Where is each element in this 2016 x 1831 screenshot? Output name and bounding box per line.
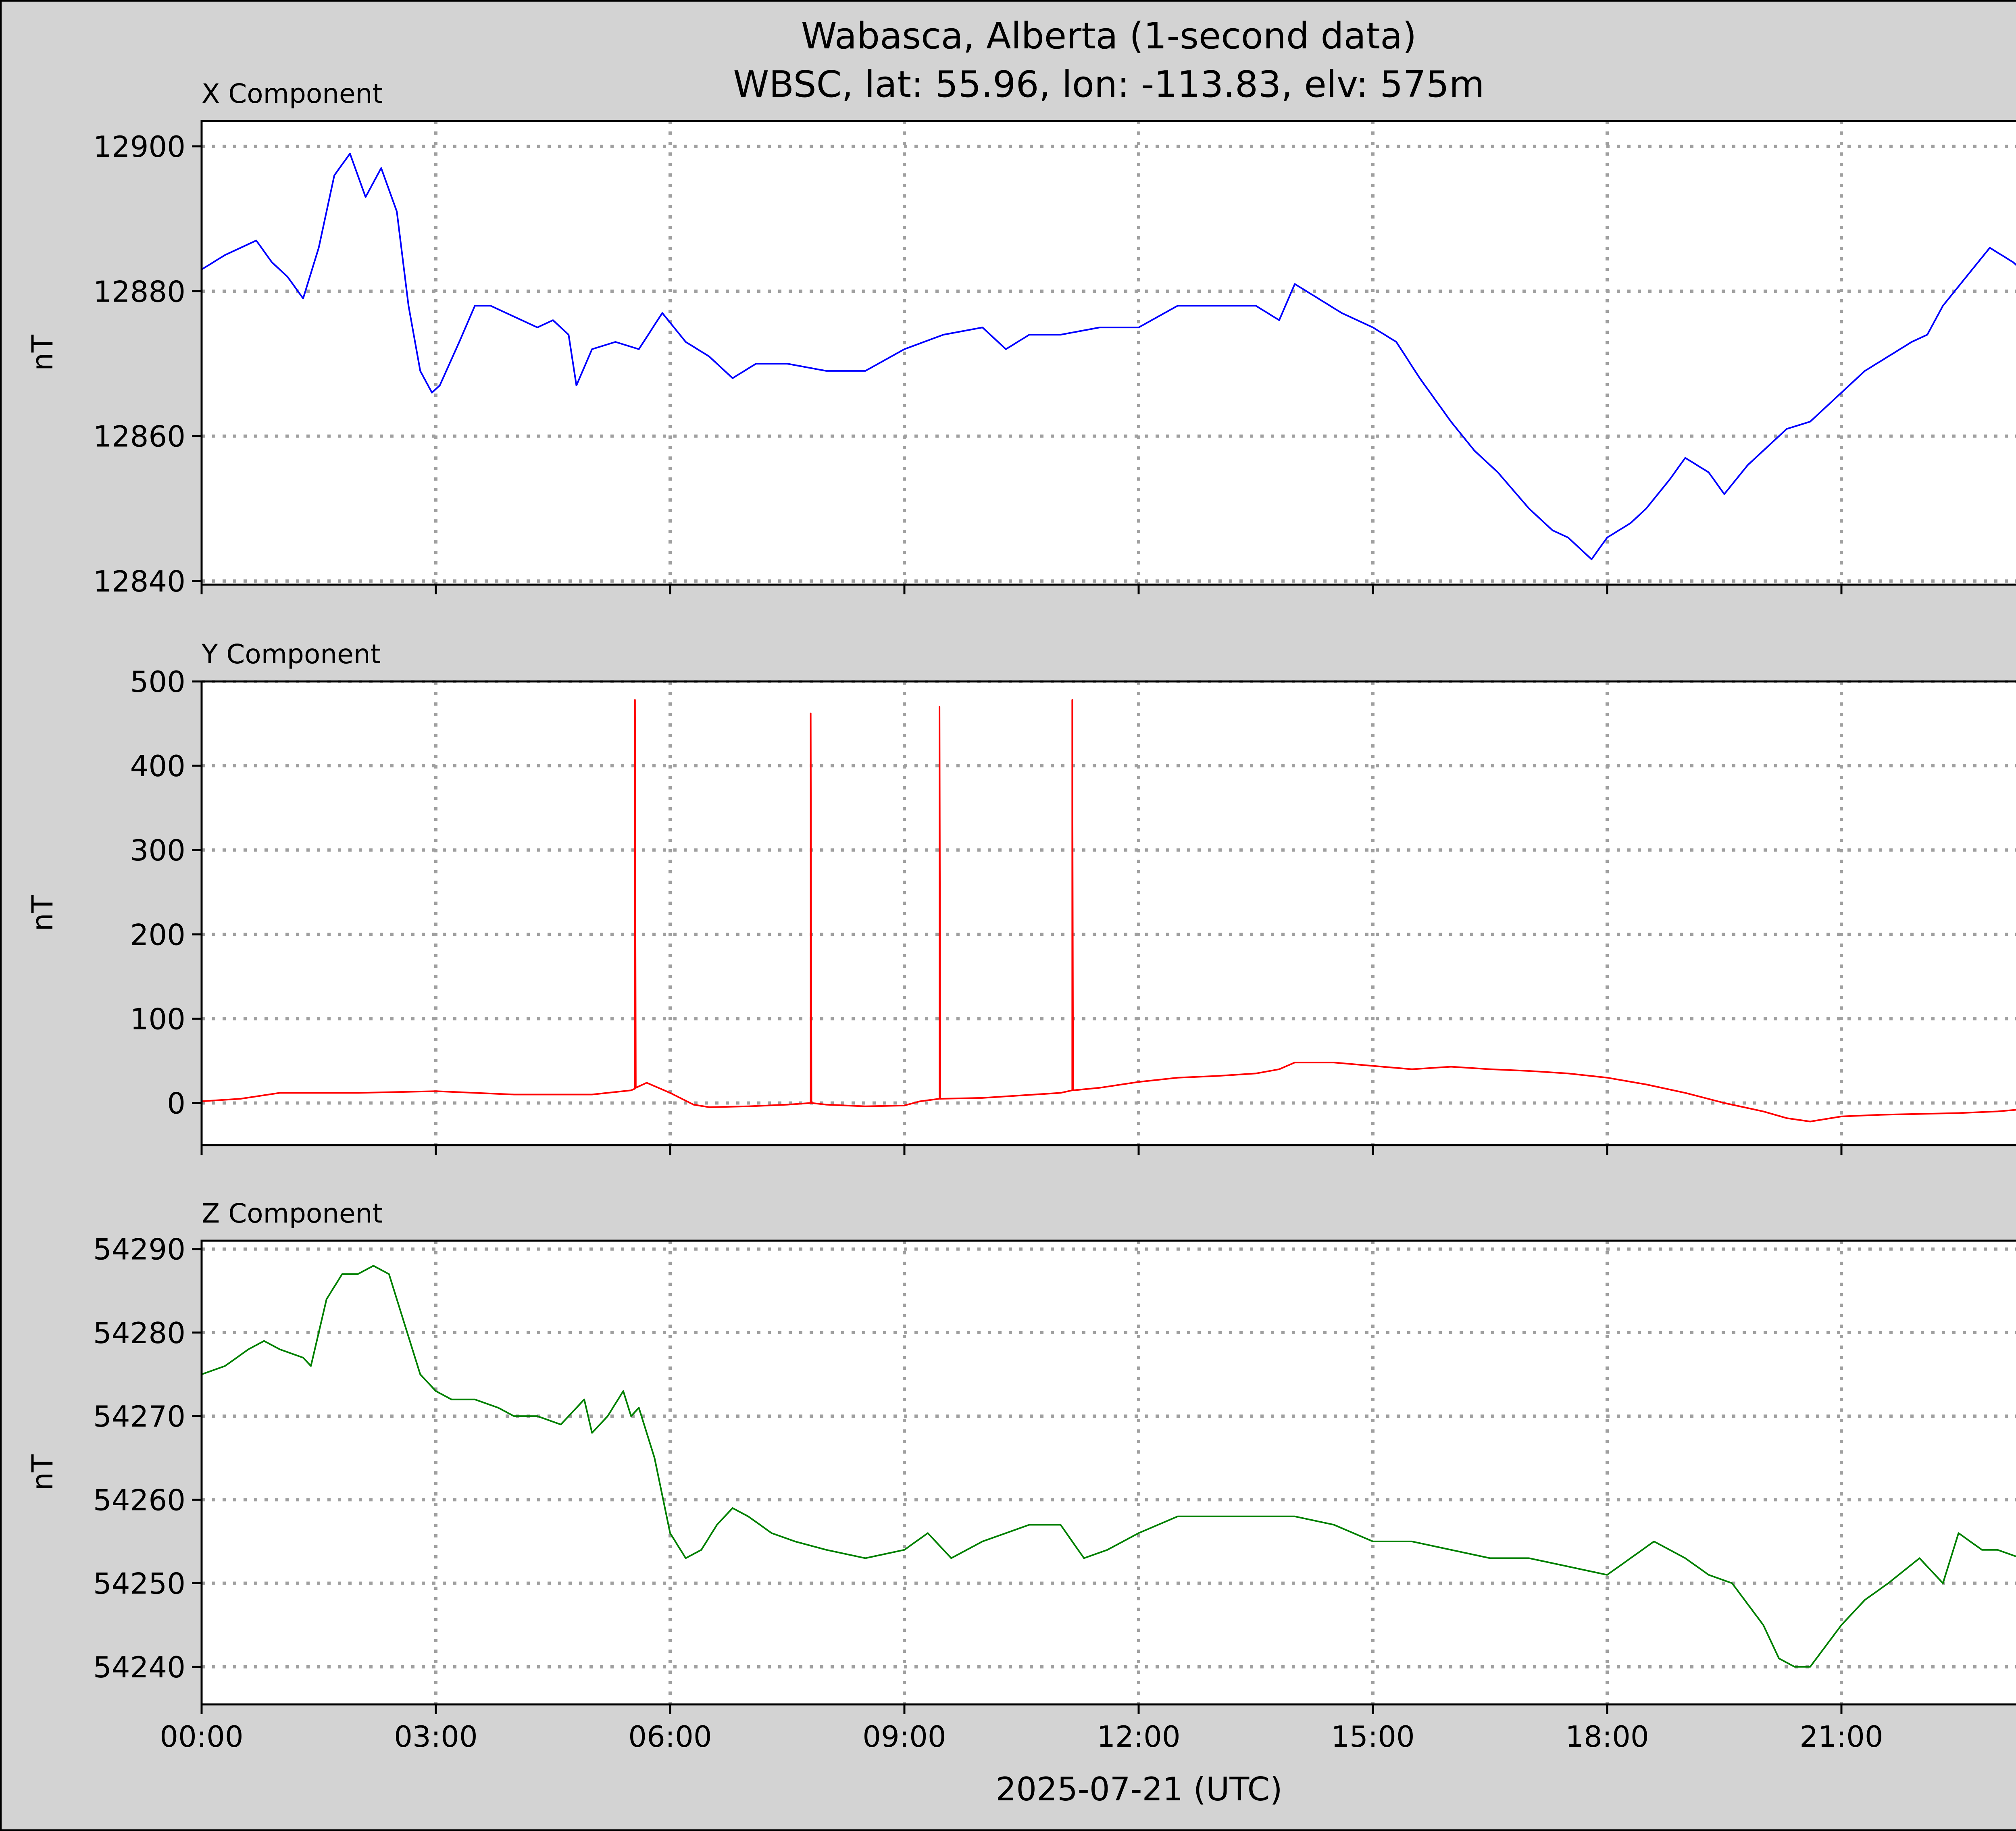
y-tick-label: 54270	[93, 1400, 185, 1433]
figure-title-line2: WBSC, lat: 55.96, lon: -113.83, elv: 575…	[733, 63, 1484, 106]
plot-frame	[200, 1239, 2016, 1706]
plot-area	[202, 121, 2016, 585]
panel-2: 0 100 200 300 400 500 Y Component nT	[25, 639, 2016, 1155]
y-axis-label: nT	[25, 1454, 59, 1491]
y-tick-label: 54260	[93, 1483, 185, 1517]
plot-frame	[200, 120, 2016, 586]
y-tick-label: 500	[130, 665, 185, 699]
panels: 12840 12860 12880 12900 X Component nT 0 100 200…	[25, 78, 2016, 1754]
y-tick-label: 54290	[93, 1233, 185, 1266]
figure-title-line1: Wabasca, Alberta (1-second data)	[801, 15, 1417, 57]
series-line	[201, 152, 2016, 560]
panel-label: X Component	[202, 78, 383, 109]
panel-1: 12840 12860 12880 12900 X Component nT	[25, 78, 2016, 598]
y-tick-label: 12900	[93, 130, 185, 164]
panel-label: Z Component	[202, 1198, 383, 1229]
y-axis-label: nT	[25, 895, 59, 931]
panel-label: Y Component	[201, 639, 381, 670]
x-tick-label: 03:00	[394, 1720, 478, 1754]
plot-frame	[200, 680, 2016, 1146]
x-axis-label: 2025-07-21 (UTC)	[996, 1771, 1282, 1808]
x-tick-label: 21:00	[1799, 1720, 1883, 1754]
y-tick-label: 12860	[93, 420, 185, 454]
x-tick-label: 00:00	[160, 1720, 244, 1754]
y-tick-label: 100	[130, 1002, 185, 1036]
y-tick-label: 54280	[93, 1316, 185, 1350]
y-tick-label: 54250	[93, 1567, 185, 1601]
y-tick-label: 400	[130, 749, 185, 783]
plot-area	[202, 681, 2016, 1145]
panel-3: 00:00 03:00 06:00 09:00 12:00 15:00 18:00 21:00…	[25, 1198, 2016, 1754]
y-axis-label: nT	[25, 334, 59, 371]
x-tick-label: 15:00	[1331, 1720, 1415, 1754]
y-tick-label: 300	[130, 833, 185, 867]
y-tick-label: 200	[130, 918, 185, 952]
x-tick-label: 06:00	[628, 1720, 712, 1754]
y-tick-label: 12880	[93, 275, 185, 308]
y-tick-label: 0	[167, 1086, 185, 1120]
plot-area	[202, 1241, 2016, 1704]
x-tick-label: 09:00	[862, 1720, 946, 1754]
x-tick-label: 12:00	[1097, 1720, 1181, 1754]
y-tick-label: 54240	[93, 1650, 185, 1684]
series-line	[201, 699, 2016, 1123]
series-line	[201, 1265, 2016, 1668]
y-tick-label: 12840	[93, 565, 185, 598]
x-tick-label: 18:00	[1565, 1720, 1649, 1754]
